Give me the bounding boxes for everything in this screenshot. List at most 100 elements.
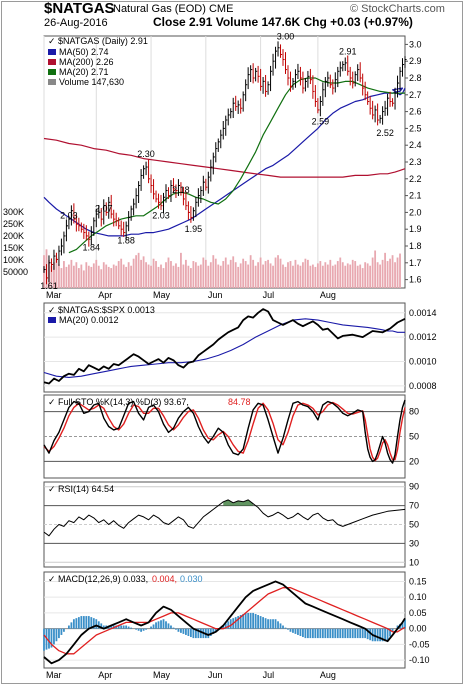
macd-histogram-bar bbox=[309, 628, 312, 639]
volume-bar bbox=[262, 264, 264, 288]
macd-histogram-bar bbox=[244, 612, 247, 629]
macd-histogram-bar bbox=[396, 625, 399, 629]
price-panel bbox=[43, 35, 406, 289]
macd-month-label: Apr bbox=[98, 670, 112, 680]
macd-histogram-bar bbox=[319, 628, 322, 639]
price-annotation: 2.03 bbox=[152, 210, 170, 220]
legend-label: MA(200) 2.26 bbox=[59, 57, 114, 67]
macd-histogram-bar bbox=[381, 628, 384, 642]
macd-histogram-bar bbox=[67, 625, 70, 629]
macd-histogram-bar bbox=[354, 628, 357, 639]
macd-histogram-bar bbox=[366, 628, 369, 640]
volume-bar bbox=[170, 261, 172, 288]
price-tick-label: 2.4 bbox=[409, 140, 422, 150]
ma-line-MA200 bbox=[43, 137, 406, 178]
volume-bar bbox=[359, 264, 362, 288]
volume-bar bbox=[329, 259, 332, 288]
ratio-ma-line bbox=[43, 318, 405, 378]
macd-histogram-bar bbox=[72, 619, 75, 629]
rsi-tick-label: 70 bbox=[409, 501, 419, 511]
macd-histogram-bar bbox=[189, 628, 192, 638]
macd-histogram-bar bbox=[117, 625, 120, 629]
volume-bar bbox=[297, 264, 299, 288]
volume-bar bbox=[125, 266, 128, 288]
rsi-tick-label: 30 bbox=[409, 538, 419, 548]
volume-bar bbox=[107, 266, 110, 288]
volume-bar bbox=[252, 259, 255, 288]
source-credit[interactable]: © StockCharts.com bbox=[350, 3, 445, 15]
volume-bar bbox=[117, 261, 120, 288]
month-label: Mar bbox=[46, 290, 62, 300]
volume-bar bbox=[356, 265, 359, 288]
volume-bar bbox=[264, 261, 267, 288]
macd-histogram-bar bbox=[374, 628, 377, 642]
macd-histogram-bar bbox=[299, 628, 302, 636]
macd-histogram-bar bbox=[125, 625, 128, 629]
rsi-line bbox=[43, 499, 406, 537]
macd-histogram-bar bbox=[137, 628, 140, 631]
macd-histogram-bar bbox=[167, 623, 170, 629]
month-label: May bbox=[153, 290, 171, 300]
price-annotation: 2.91 bbox=[339, 47, 357, 57]
macd-histogram-bar bbox=[404, 619, 406, 629]
ratio-tick-label: 0.0012 bbox=[409, 332, 437, 342]
macd-histogram-bar bbox=[50, 628, 53, 648]
macd-histogram-bar bbox=[207, 628, 210, 639]
month-label: Jun bbox=[208, 290, 223, 300]
macd-histogram-bar bbox=[152, 624, 155, 629]
macd-histogram-bar bbox=[130, 627, 133, 629]
macd-histogram-bar bbox=[77, 617, 80, 629]
price-title: ✓ $NATGAS (Daily) 2.91 bbox=[48, 36, 148, 46]
macd-histogram-bar bbox=[247, 612, 250, 629]
macd-histogram-bar bbox=[324, 628, 327, 639]
volume-bar bbox=[344, 265, 347, 288]
macd-month-label: Jul bbox=[263, 670, 275, 680]
volume-bar bbox=[396, 257, 399, 288]
volume-bar bbox=[132, 258, 135, 288]
volume-bar bbox=[324, 262, 327, 288]
volume-bar bbox=[180, 252, 182, 288]
volume-bar bbox=[376, 262, 379, 288]
ratio-panel bbox=[43, 302, 406, 393]
price-annotation: 3.00 bbox=[277, 31, 295, 41]
volume-bar bbox=[90, 266, 93, 288]
volume-bar bbox=[234, 262, 237, 288]
macd-histogram-bar bbox=[379, 628, 382, 642]
volume-bar bbox=[155, 261, 157, 288]
rsi-tick-label: 90 bbox=[409, 482, 419, 492]
volume-bar bbox=[53, 262, 55, 288]
volume-bar bbox=[92, 263, 95, 288]
sto-title-d: 84.78 bbox=[228, 397, 251, 407]
macd-histogram-bar bbox=[262, 617, 264, 629]
macd-histogram-bar bbox=[102, 625, 105, 629]
macd-histogram-bar bbox=[55, 628, 58, 642]
volume-bar bbox=[199, 264, 202, 288]
close-line: Close 2.91 Volume 147.6K Chg +0.03 (+0.9… bbox=[153, 15, 413, 29]
volume-bar bbox=[100, 269, 103, 288]
macd-histogram-bar bbox=[401, 622, 404, 629]
macd-histogram-bar bbox=[259, 616, 262, 629]
volume-bar bbox=[127, 262, 130, 288]
volume-bar bbox=[194, 262, 197, 288]
volume-bar bbox=[282, 264, 284, 288]
volume-tick-label: 150K bbox=[3, 243, 24, 253]
macd-histogram-bar bbox=[90, 617, 93, 629]
volume-bar bbox=[242, 258, 245, 288]
month-label: Jul bbox=[263, 290, 275, 300]
volume-bar bbox=[157, 266, 160, 288]
macd-histogram-bar bbox=[344, 628, 347, 639]
volume-bar bbox=[189, 268, 192, 288]
price-tick-label: 2.5 bbox=[409, 123, 422, 133]
macd-histogram-bar bbox=[307, 628, 309, 639]
volume-tick-label: 100K bbox=[3, 255, 24, 265]
volume-bar bbox=[259, 257, 262, 288]
volume-bar bbox=[212, 255, 215, 288]
macd-histogram-bar bbox=[334, 628, 337, 639]
macd-histogram-bar bbox=[120, 625, 123, 629]
price-annotation: 2.07 bbox=[95, 204, 113, 214]
volume-bar bbox=[192, 261, 195, 288]
volume-bar bbox=[227, 264, 230, 288]
macd-tick-label: 0.15 bbox=[409, 576, 427, 586]
price-annotation: 2.03 bbox=[60, 210, 78, 220]
price-annotation: 2.52 bbox=[376, 128, 394, 138]
